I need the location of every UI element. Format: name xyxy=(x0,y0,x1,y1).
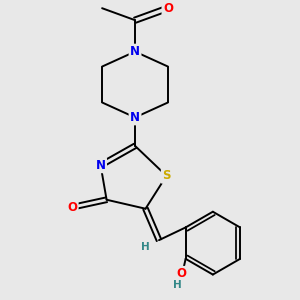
Text: O: O xyxy=(176,267,186,280)
Text: N: N xyxy=(130,111,140,124)
Text: O: O xyxy=(67,201,77,214)
Text: S: S xyxy=(162,169,171,182)
Text: H: H xyxy=(141,242,150,252)
Text: N: N xyxy=(96,159,106,172)
Text: H: H xyxy=(173,280,182,290)
Text: O: O xyxy=(163,2,173,15)
Text: N: N xyxy=(130,45,140,58)
